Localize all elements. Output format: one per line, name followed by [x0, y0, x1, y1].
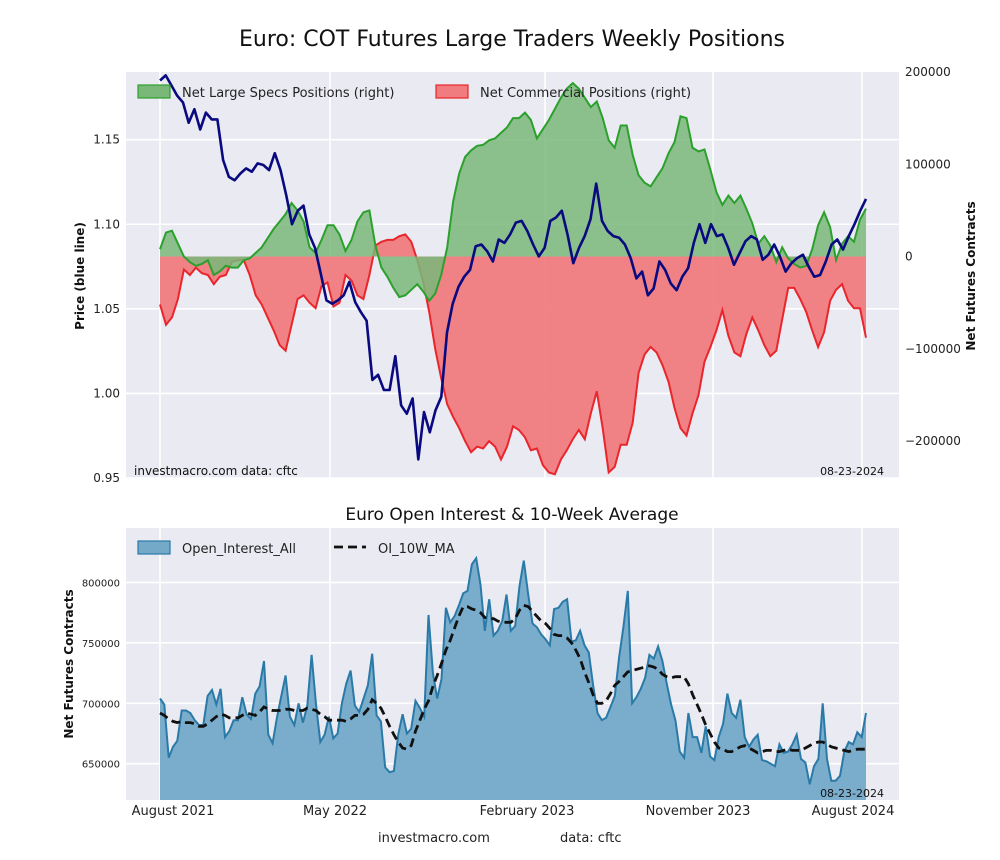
y-tick-label: 700000	[82, 699, 120, 710]
y-tick-label-right: −200000	[905, 434, 961, 448]
footer: investmacro.com data: cftc	[378, 831, 622, 846]
annotation-date: 08-23-2024	[820, 465, 884, 478]
footer-source: data: cftc	[560, 831, 622, 846]
y-tick-label-left: 1.00	[93, 386, 120, 400]
y-tick-label-left: 0.95	[93, 471, 120, 485]
positions-chart: 0.95 1.00 1.05 1.10 1.15 −200000 −100000 0 10000…	[73, 65, 978, 485]
open-interest-area	[160, 558, 866, 800]
legend-label-specs: Net Large Specs Positions (right)	[182, 86, 394, 101]
y-tick-label-right: 200000	[905, 65, 951, 79]
net-commercial-area	[160, 234, 866, 475]
net-large-specs-line	[159, 81, 867, 303]
open-interest-line	[159, 555, 867, 785]
open-interest-chart: 650000 700000 750000 800000 Euro Open Intere…	[62, 505, 899, 819]
annotation-date: 08-23-2024	[820, 787, 884, 800]
legend-swatch-open-interest	[137, 540, 171, 555]
y-axis-title: Net Futures Contracts	[62, 589, 76, 738]
legend-swatch-specs	[137, 84, 171, 99]
net-commercial-line	[159, 233, 867, 476]
legend-label-open-interest: Open_Interest_All	[182, 542, 296, 557]
legend: Open_Interest_All OI_10W_MA	[137, 540, 455, 557]
footer-site: investmacro.com	[378, 831, 490, 846]
y-tick-label: 800000	[82, 578, 120, 589]
legend-label-ma: OI_10W_MA	[378, 542, 455, 557]
legend: Net Large Specs Positions (right) Net Com…	[137, 84, 691, 101]
legend-label-commercial: Net Commercial Positions (right)	[480, 86, 691, 101]
legend-swatch-commercial	[435, 84, 469, 99]
y-tick-label-right: −100000	[905, 342, 961, 356]
oi-10w-ma-line	[159, 603, 866, 755]
y-tick-label: 750000	[82, 639, 120, 650]
y-tick-label-left: 1.15	[93, 133, 120, 147]
y-tick-label-right: 100000	[905, 157, 951, 171]
annotation-source: investmacro.com data: cftc	[134, 464, 298, 478]
x-tick-label: May 2022	[303, 804, 367, 819]
x-tick-label: August 2024	[812, 804, 895, 819]
y-tick-label-right: 0	[905, 250, 913, 264]
x-tick-label: November 2023	[646, 804, 751, 819]
y-tick-label-left: 1.10	[93, 217, 120, 231]
x-tick-label: February 2023	[480, 804, 575, 819]
price-line	[159, 74, 868, 461]
page-title: Euro: COT Futures Large Traders Weekly P…	[239, 27, 785, 52]
y-axis-title-right: Net Futures Contracts	[964, 201, 978, 350]
y-tick-label: 650000	[82, 760, 120, 771]
subchart-title: Euro Open Interest & 10-Week Average	[345, 505, 678, 525]
x-tick-label: August 2021	[132, 804, 215, 819]
y-axis-title-left: Price (blue line)	[73, 222, 87, 330]
y-tick-label-left: 1.05	[93, 302, 120, 316]
